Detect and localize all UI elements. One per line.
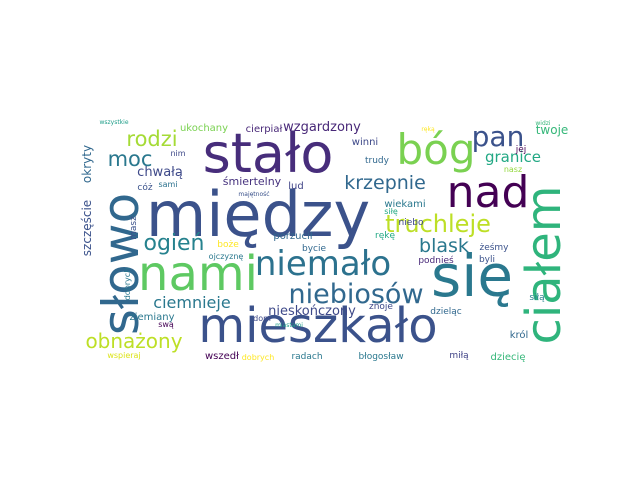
word-ojczyzne: ojczyznę <box>209 252 244 261</box>
word-znoje: znoje <box>369 302 393 312</box>
word-miastami: miastami <box>275 322 303 329</box>
word-okryty: okryty <box>80 145 94 183</box>
word-lud: lud <box>288 181 303 192</box>
word-reka: ręką <box>421 126 435 133</box>
word-wspieraj: wspieraj <box>107 351 140 360</box>
word-nim: nim <box>170 149 185 158</box>
word-dom: dom <box>253 314 271 323</box>
word-wszystkie: wszystkie <box>99 119 128 126</box>
word-truchleje: truchleje <box>385 210 491 238</box>
word-bycie: bycie <box>302 244 326 254</box>
word-ogien: ogień <box>143 231 204 256</box>
word-nami: nami <box>138 246 258 302</box>
word-blogoslaw: błogosław <box>358 352 403 362</box>
word-moc: moc <box>108 147 153 171</box>
word-radach: radach <box>291 352 322 362</box>
word-cialem: ciałem <box>516 185 572 344</box>
word-boze: boże <box>217 240 239 250</box>
word-bog: bóg <box>396 125 475 174</box>
word-ciemnieje: ciemnieje <box>153 293 230 312</box>
word-nieskonczony: nieskończony <box>268 304 356 319</box>
word-zesmy: żeśmy <box>479 242 509 253</box>
word-ziemiany: ziemiany <box>129 312 174 323</box>
word-pan: pan <box>472 120 525 153</box>
word-niemalo: niemało <box>255 244 391 284</box>
word-chwala: chwałą <box>137 165 183 180</box>
word-twoje: twoje <box>536 123 569 137</box>
word-wiekami: wiekami <box>384 199 425 210</box>
word-dobrych-1: dobrych <box>242 353 275 362</box>
word-obnazony: obnażony <box>85 329 182 353</box>
word-blask: blask <box>419 235 469 257</box>
word-reke: rękę <box>375 231 395 241</box>
word-podnies: podnieś <box>418 255 454 266</box>
word-coz: cóż <box>137 182 152 193</box>
word-miedzy: między <box>146 178 370 251</box>
word-granice: granice <box>485 148 541 166</box>
word-sila: siłą <box>529 293 545 303</box>
word-sami: sami <box>158 180 177 189</box>
word-niebiosow: niebiosów <box>288 279 423 310</box>
word-smiertelny: śmiertelny <box>223 175 282 188</box>
word-byli: byli <box>479 255 495 265</box>
word-dziecie: dziecię <box>491 352 526 363</box>
word-szczescie: szczęście <box>80 200 94 256</box>
word-sie: się <box>431 242 513 310</box>
word-mila: miłą <box>449 351 469 361</box>
word-krzepnie: krzepnie <box>344 172 426 194</box>
word-dobrych-2: dobrych <box>123 268 132 301</box>
word-krol: król <box>510 329 529 341</box>
word-sile: siłę <box>384 207 398 216</box>
word-nasz: nasz <box>504 165 522 174</box>
word-trudy: trudy <box>365 156 390 166</box>
word-jej: jej <box>515 145 527 155</box>
word-swa: swą <box>158 320 174 329</box>
word-nad: nad <box>447 167 530 218</box>
word-wzgardzony: wzgardzony <box>283 120 361 135</box>
word-wszedl: wszedł <box>205 351 239 362</box>
word-majetnosc: majętność <box>238 191 269 198</box>
word-winni: winni <box>352 137 378 148</box>
word-stalo: stało <box>203 122 334 185</box>
word-ukochany: ukochany <box>180 123 228 134</box>
word-niebo: niebo <box>399 218 424 228</box>
word-dzielac: dzieląc <box>430 307 461 317</box>
word-cierpial: cierpiał <box>246 124 283 135</box>
word-widzi: widzi <box>535 120 551 127</box>
word-porzucil: porzucił <box>273 231 312 242</box>
word-slowo: słowo <box>92 193 150 335</box>
word-mieszkalo: mieszkało <box>198 298 437 354</box>
word-masz: masz <box>129 216 139 240</box>
word-rodzi: rodzi <box>126 127 177 151</box>
